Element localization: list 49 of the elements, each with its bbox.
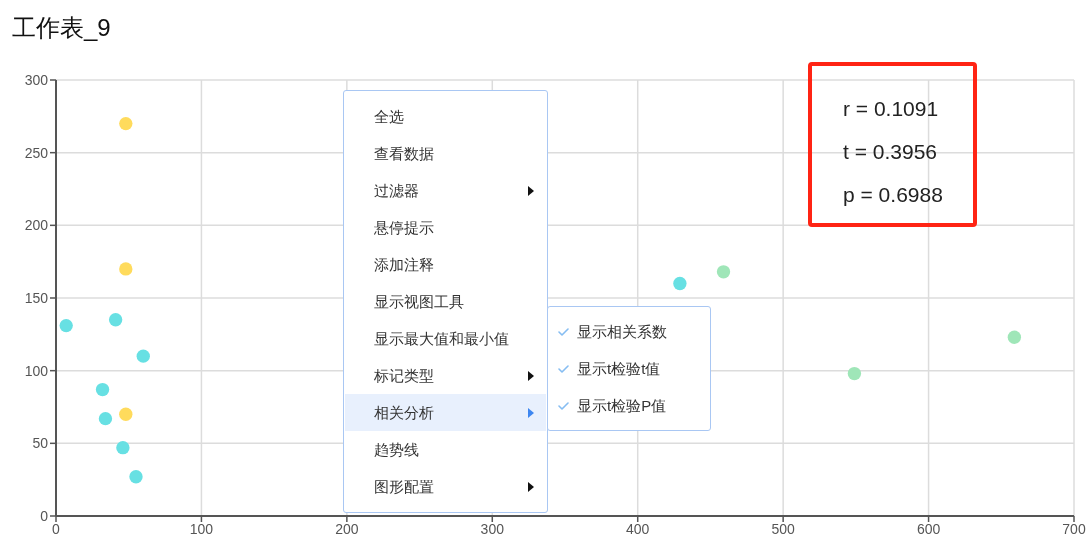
point (95, 382, 110, 397)
point (119, 116, 133, 131)
annotation: t = 0.3956 (843, 140, 937, 163)
annotation: 相关分析 (374, 404, 434, 421)
y-tick-label: 250 (24, 144, 49, 161)
x-tick-label: 700 (1062, 520, 1086, 537)
annotation: 显示t检验t值 (577, 360, 661, 377)
point (129, 470, 143, 484)
annotation: 添加注释 (374, 256, 434, 273)
annotation: 显示视图工具 (374, 293, 464, 310)
annotation: 图形配置 (374, 478, 434, 495)
point (116, 441, 130, 455)
annotation: 显示t检验P值 (577, 397, 667, 414)
point (716, 265, 731, 279)
x-tick-label: 300 (480, 520, 505, 537)
annotation: 显示相关系数 (577, 323, 667, 340)
point (59, 318, 73, 333)
y-tick-label: 100 (24, 362, 49, 379)
point (136, 349, 150, 363)
x-tick-label: 200 (335, 520, 359, 537)
annotation: 过滤器 (374, 182, 419, 199)
point (108, 313, 123, 327)
highlight-frame: r = 0.1091 t = 0.3956 p = 0.6988 (808, 62, 977, 227)
x-tick-label: 600 (916, 520, 941, 537)
annotation: 趋势线 (374, 441, 419, 458)
annotation: p = 0.6988 (843, 183, 943, 206)
y-tick-label: 200 (24, 217, 49, 234)
point (119, 407, 133, 421)
annotation: 查看数据 (374, 145, 434, 162)
y-tick-label: 300 (24, 71, 49, 88)
annotation: 标记类型 (374, 367, 434, 384)
annotation: 全选 (374, 108, 404, 125)
point (847, 366, 862, 381)
point (673, 276, 687, 291)
annotation: 悬停提示 (374, 219, 434, 236)
x-tick-label: 400 (626, 520, 650, 537)
annotation: 显示最大值和最小值 (374, 330, 509, 347)
y-tick-label: 50 (32, 435, 49, 452)
y-tick-label: 0 (40, 507, 49, 524)
x-tick-label: 500 (771, 520, 796, 537)
point (119, 262, 133, 276)
point (98, 411, 113, 426)
annotation: r = 0.1091 (843, 97, 939, 120)
y-tick-label: 150 (24, 289, 49, 306)
submenu: 显示相关系数 显示t检验t值 显示t检验P值 (547, 306, 711, 431)
x-tick-label: 100 (189, 520, 214, 537)
chart-title: 工作表_9 (12, 14, 111, 41)
point (1007, 330, 1022, 344)
x-tick-label: 0 (52, 520, 61, 537)
